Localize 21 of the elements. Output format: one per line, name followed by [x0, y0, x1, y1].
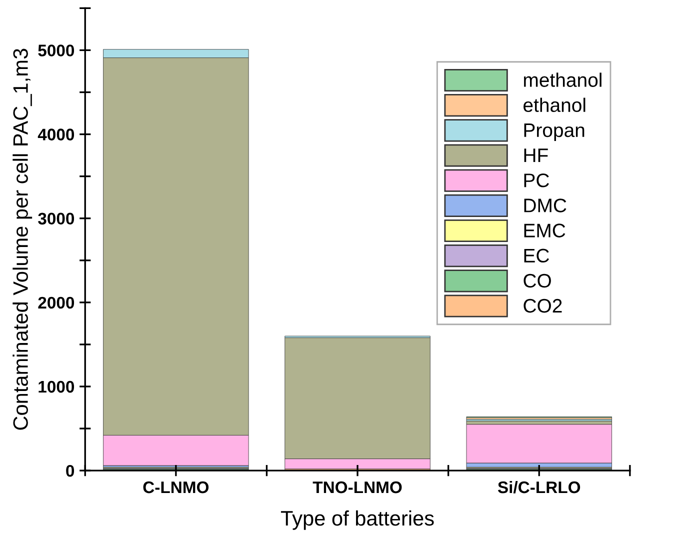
legend-label: CO2: [524, 298, 562, 313]
y-tick-label: 2000: [38, 296, 74, 309]
legend-label: ethanol: [524, 98, 586, 112]
x-tick-label: C-LNMO: [143, 481, 209, 494]
y-tick-label: 4000: [38, 128, 74, 140]
x-tick-label: TNO-LNMO: [312, 481, 402, 494]
legend-label: PC: [524, 174, 549, 188]
y-tick-label: 1000: [38, 380, 74, 393]
legend-label: EMC: [524, 224, 566, 238]
x-axis-title: Type of batteries: [280, 510, 434, 530]
legend-label: DMC: [524, 198, 566, 212]
x-tick-label: Si/C-LRLO: [498, 480, 580, 494]
legend-label: methanol: [524, 72, 602, 87]
legend-label: HF: [524, 148, 548, 162]
legend-label: Propan: [524, 124, 584, 141]
y-axis-title: Contaminated Volume per cell PAC_1,m3: [12, 48, 32, 430]
y-tick-label: 5000: [38, 44, 74, 56]
y-tick-label: 3000: [38, 212, 74, 225]
legend-label: EC: [524, 248, 549, 263]
y-tick-label: 0: [66, 464, 74, 477]
legend-label: CO: [524, 274, 551, 288]
